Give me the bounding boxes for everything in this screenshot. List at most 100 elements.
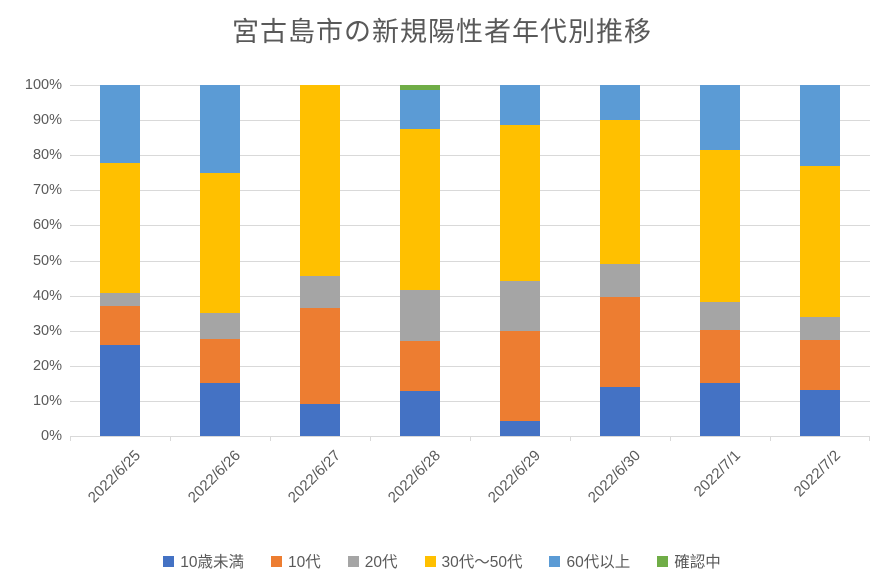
bar-segment-60代以上: [500, 85, 540, 126]
bar-2022/6/25: [100, 85, 140, 436]
legend-item: 確認中: [657, 550, 721, 572]
gridline: [70, 400, 870, 402]
gridline: [70, 155, 870, 157]
legend-swatch-icon: [163, 555, 175, 567]
gridline: [70, 260, 870, 262]
bar-segment-10代: [600, 297, 640, 387]
legend: 10歳未満 10代 20代 30代～50代 60代以上 確認中: [0, 548, 884, 574]
bar-segment-30代～50代: [600, 120, 640, 265]
bar-segment-10歳未満: [500, 420, 540, 436]
bar-segment-10代: [700, 330, 740, 383]
x-axis-tick: [670, 436, 671, 441]
x-axis-tick: [570, 436, 571, 441]
plot-area: [70, 85, 870, 441]
bar-segment-20代: [200, 313, 240, 340]
bar-segment-10歳未満: [300, 404, 340, 436]
x-axis-tick: [869, 436, 870, 441]
x-axis-tick: [270, 436, 271, 441]
y-axis-tick-label: 60%: [32, 217, 62, 234]
bar-2022/6/28: [400, 85, 440, 436]
bar-segment-30代～50代: [100, 162, 140, 294]
gridline: [70, 295, 870, 297]
bar-segment-10代: [200, 339, 240, 384]
bar-segment-10歳未満: [400, 390, 440, 436]
bar-2022/6/29: [500, 85, 540, 436]
bar-2022/6/30: [600, 85, 640, 436]
bar-2022/7/1: [700, 85, 740, 436]
legend-item: 10代: [271, 550, 321, 572]
bar-segment-60代以上: [200, 85, 240, 173]
bar-segment-30代～50代: [200, 172, 240, 314]
bar-segment-10歳未満: [600, 386, 640, 436]
bar-segment-10代: [100, 306, 140, 346]
x-axis-tick: [770, 436, 771, 441]
bar-segment-確認中: [400, 85, 440, 91]
legend-label: 60代以上: [566, 554, 631, 571]
bar-segment-20代: [100, 293, 140, 307]
y-axis-tick-label: 90%: [32, 112, 62, 129]
bar-segment-10代: [800, 339, 840, 390]
gridline: [70, 365, 870, 367]
bar-segment-10代: [400, 340, 440, 391]
bar-segment-10歳未満: [200, 383, 240, 436]
y-axis-tick-label: 80%: [32, 147, 62, 164]
gridline: [70, 225, 870, 227]
y-axis-tick-label: 70%: [32, 182, 62, 199]
legend-label: 確認中: [674, 554, 721, 571]
legend-item: 10歳未満: [163, 550, 244, 572]
bar-segment-20代: [800, 316, 840, 340]
bar-segment-60代以上: [700, 85, 740, 150]
bar-segment-20代: [500, 281, 540, 331]
bar-2022/6/27: [300, 85, 340, 436]
x-axis-tick: [370, 436, 371, 441]
bar-segment-20代: [300, 276, 340, 309]
bar-segment-30代～50代: [300, 85, 340, 277]
bar-segment-30代～50代: [400, 129, 440, 291]
y-axis-tick-label: 20%: [32, 357, 62, 374]
x-axis-tick: [470, 436, 471, 441]
bar-segment-30代～50代: [700, 149, 740, 303]
legend-swatch-icon: [347, 555, 359, 567]
bar-segment-30代～50代: [800, 166, 840, 317]
bar-segment-20代: [600, 264, 640, 298]
bar-segment-20代: [700, 302, 740, 330]
legend-item: 60代以上: [549, 550, 630, 572]
bar-segment-30代～50代: [500, 125, 540, 282]
legend-label: 30代～50代: [441, 554, 523, 571]
y-axis-tick-label: 0%: [41, 428, 62, 444]
x-axis-tick: [170, 436, 171, 441]
gridline: [70, 120, 870, 122]
bar-segment-10歳未満: [700, 383, 740, 436]
bar-2022/6/26: [200, 85, 240, 436]
gridline: [70, 85, 870, 86]
y-axis-tick-label: 30%: [32, 322, 62, 339]
y-axis-tick-label: 100%: [24, 77, 62, 93]
bar-2022/7/2: [800, 85, 840, 436]
bar-segment-10代: [300, 308, 340, 405]
bar-segment-10歳未満: [100, 345, 140, 436]
legend-swatch-icon: [424, 555, 436, 567]
bar-segment-60代以上: [100, 85, 140, 163]
legend-swatch-icon: [657, 555, 669, 567]
legend-swatch-icon: [271, 555, 282, 567]
y-axis-tick-label: 40%: [32, 287, 62, 304]
legend-label: 10歳未満: [180, 554, 244, 571]
y-axis-tick-label: 10%: [32, 392, 62, 409]
legend-label: 10代: [288, 554, 321, 571]
bar-segment-20代: [400, 290, 440, 341]
bar-segment-10代: [500, 330, 540, 421]
legend-item: 20代: [347, 550, 398, 572]
bar-segment-10歳未満: [800, 389, 840, 436]
x-axis-tick: [70, 436, 71, 441]
chart-title: 宮古島市の新規陽性者年代別推移: [232, 17, 652, 47]
bar-segment-60代以上: [800, 85, 840, 167]
y-axis-tick-label: 50%: [32, 252, 62, 269]
bar-segment-60代以上: [400, 90, 440, 130]
gridline: [70, 190, 870, 192]
bar-segment-60代以上: [600, 85, 640, 121]
legend-label: 20代: [364, 554, 398, 571]
gridline: [70, 330, 870, 332]
legend-swatch-icon: [549, 555, 561, 567]
legend-item: 30代～50代: [424, 550, 523, 572]
